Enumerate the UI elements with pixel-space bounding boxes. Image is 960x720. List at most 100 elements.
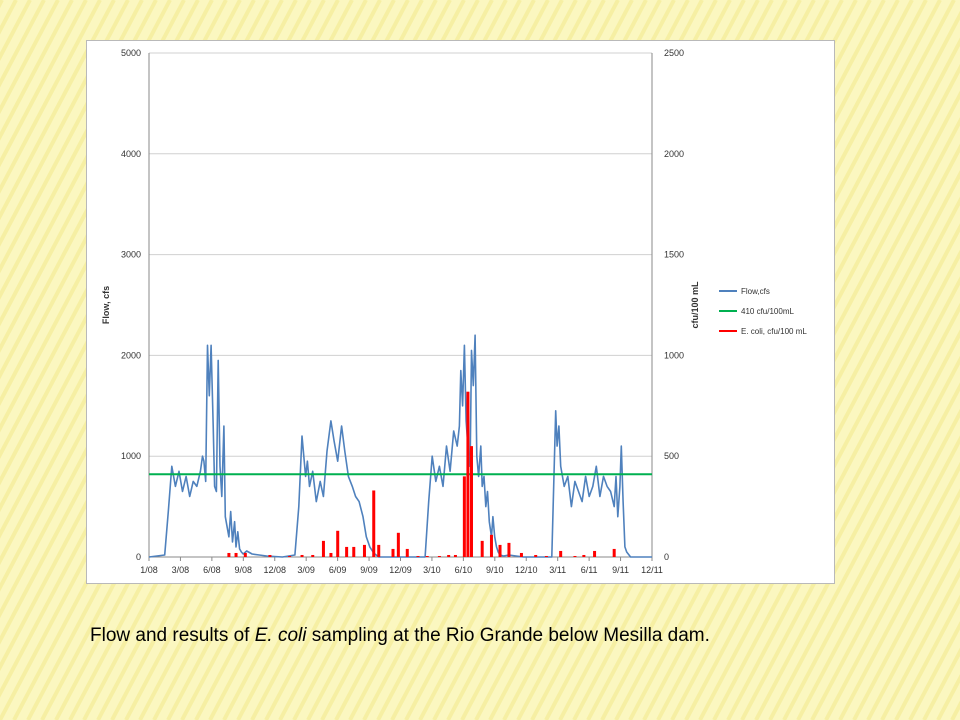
ecoli-bar — [329, 552, 333, 557]
ecoli-bar — [559, 550, 563, 557]
x-tick-label: 6/10 — [455, 565, 473, 575]
background-stripe — [0, 0, 102, 194]
caption-text-1: Flow and results of — [90, 625, 255, 646]
ecoli-bar — [234, 552, 238, 557]
ecoli-bar — [469, 446, 473, 557]
background-stripe — [656, 143, 960, 720]
caption: Flow and results of E. coli sampling at … — [90, 622, 830, 649]
ecoli-bar — [311, 554, 315, 557]
x-tick-label: 12/10 — [515, 565, 538, 575]
background-stripe — [684, 196, 960, 720]
background-stripe — [726, 276, 960, 720]
x-tick-label: 3/11 — [549, 565, 566, 575]
legend-label: E. coli, cfu/100 mL — [741, 327, 807, 336]
ecoli-bar — [396, 532, 400, 557]
ecoli-bar — [345, 546, 349, 557]
background-stripe — [936, 674, 960, 720]
background-stripe — [754, 329, 960, 720]
background-stripe — [740, 302, 960, 720]
y2-tick-label: 2500 — [664, 48, 684, 58]
x-tick-label: 9/10 — [486, 565, 504, 575]
background-stripe — [0, 0, 144, 274]
x-tick-label: 3/08 — [172, 565, 190, 575]
x-tick-label: 6/08 — [203, 565, 221, 575]
x-tick-label: 12/09 — [389, 565, 412, 575]
caption-text-2: sampling at the Rio Grande below Mesilla… — [306, 625, 710, 646]
y-tick-label: 2000 — [121, 350, 141, 360]
legend-label: 410 cfu/100mL — [741, 307, 794, 316]
ecoli-bar — [612, 548, 616, 557]
ecoli-bar — [453, 554, 457, 557]
ecoli-bar — [321, 540, 325, 557]
ecoli-bar — [227, 552, 231, 557]
legend-label: Flow,cfs — [741, 287, 770, 296]
caption-italic-text: E. coli — [254, 625, 307, 646]
background-stripe — [894, 594, 960, 720]
ecoli-bar — [391, 548, 395, 557]
background-stripe — [782, 382, 960, 720]
ecoli-bar — [462, 476, 466, 557]
y-tick-label: 0 — [136, 552, 141, 562]
y-tick-label: 5000 — [121, 48, 141, 58]
x-tick-label: 1/08 — [140, 565, 158, 575]
background-stripe — [0, 0, 116, 221]
y2-tick-label: 1500 — [664, 250, 684, 260]
chart-panel: 0 1000 2000 3000 4000 5000 0 500 1000 1500 2000 250… — [86, 40, 835, 584]
x-tick-label: 9/08 — [235, 565, 253, 575]
ecoli-bar — [288, 555, 292, 557]
background-stripe — [0, 0, 130, 247]
background-stripe — [824, 461, 960, 720]
x-tick-label: 3/09 — [297, 565, 315, 575]
x-tick-label: 12/11 — [641, 565, 663, 575]
background-stripe — [880, 567, 960, 720]
background-stripe — [768, 355, 960, 720]
ecoli-bar — [405, 548, 409, 557]
ecoli-bar — [498, 544, 502, 557]
x-tick-label: 6/09 — [329, 565, 347, 575]
y-axis-title: Flow, cfs — [101, 286, 111, 324]
y-tick-label: 1000 — [121, 451, 141, 461]
ecoli-bar — [519, 552, 523, 557]
ecoli-bar — [507, 542, 511, 557]
background-stripe — [796, 408, 960, 720]
ecoli-bar — [300, 554, 304, 557]
y2-tick-label: 500 — [664, 451, 679, 461]
ecoli-bar — [362, 544, 366, 557]
background-stripe — [670, 170, 960, 720]
background-stripe — [852, 514, 960, 720]
ecoli-bar — [489, 534, 493, 557]
ecoli-bar — [480, 540, 484, 557]
ecoli-bar — [336, 530, 340, 557]
ecoli-bar — [268, 554, 272, 557]
background-stripe — [866, 541, 960, 720]
y-tick-label: 4000 — [121, 149, 141, 159]
flow-ecoli-chart: 0 1000 2000 3000 4000 5000 0 500 1000 1500 2000 250… — [101, 48, 807, 575]
x-tick-label: 9/11 — [612, 565, 629, 575]
ecoli-bar — [593, 550, 597, 557]
flow-line — [148, 334, 652, 558]
ecoli-bar — [377, 544, 381, 557]
background-stripe — [838, 488, 960, 720]
ecoli-bar — [573, 555, 577, 557]
y2-tick-label: 2000 — [664, 149, 684, 159]
ecoli-bar — [372, 490, 376, 557]
ecoli-bar — [582, 554, 586, 557]
background-stripe — [698, 223, 960, 720]
ecoli-bar — [243, 552, 247, 557]
y-tick-label: 3000 — [121, 250, 141, 260]
ecoli-bar — [437, 555, 441, 557]
ecoli-bar — [534, 554, 538, 557]
ecoli-bar — [416, 555, 420, 557]
ecoli-bar — [352, 546, 356, 557]
x-tick-label: 9/09 — [360, 565, 378, 575]
x-tick-label: 3/10 — [423, 565, 441, 575]
background-stripe — [810, 435, 960, 720]
ecoli-bar — [466, 391, 470, 557]
y2-tick-label: 1000 — [664, 350, 684, 360]
background-stripe — [712, 249, 960, 720]
y2-tick-label: 0 — [664, 552, 669, 562]
ecoli-bar — [425, 555, 429, 557]
y2-axis-title: cfu/100 mL — [690, 281, 700, 329]
background-stripe — [0, 0, 74, 141]
x-tick-label: 12/08 — [263, 565, 286, 575]
